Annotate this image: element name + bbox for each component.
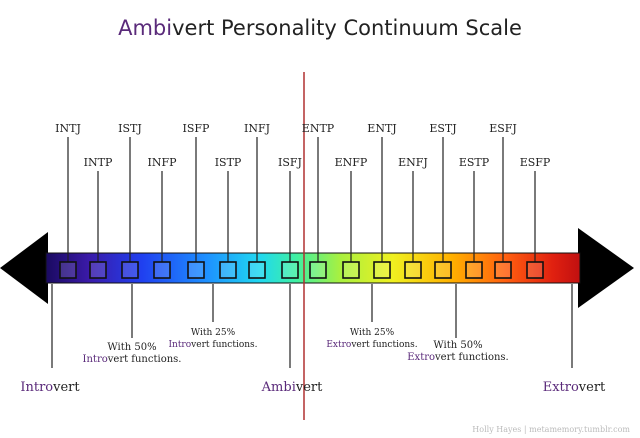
right-arrowhead: [578, 228, 634, 308]
type-isfj: ISFJ: [278, 156, 302, 279]
spectrum-bar-shade: [45, 252, 581, 284]
endpoint-ambivert-rest: vert: [295, 380, 323, 395]
type-label-isfp: ISFP: [183, 122, 211, 135]
type-box-istp: [219, 261, 237, 279]
type-label-esfj: ESFJ: [489, 122, 517, 135]
type-label-entj: ENTJ: [367, 122, 396, 135]
endpoint-ambivert-hl: Ambi: [261, 380, 296, 395]
type-esfj: ESFJ: [489, 122, 517, 279]
type-istp: ISTP: [215, 156, 242, 279]
type-box-isfj: [281, 261, 299, 279]
type-label-enfj: ENFJ: [398, 156, 428, 169]
left-arrowhead: [0, 232, 48, 304]
annotation-intro25-line1: With 25%: [191, 328, 236, 338]
type-label-enfp: ENFP: [335, 156, 368, 169]
type-label-isfj: ISFJ: [278, 156, 302, 169]
endpoint-ambivert: Ambivert: [261, 380, 323, 395]
type-istj: ISTJ: [118, 122, 142, 279]
annotation-extro50-hl: Extro: [407, 352, 435, 363]
type-esfp: ESFP: [520, 156, 551, 279]
title-rest: vert Personality Continuum Scale: [172, 16, 522, 40]
type-label-estp: ESTP: [459, 156, 490, 169]
type-label-estj: ESTJ: [429, 122, 456, 135]
annotation-extro50-rest: vert functions.: [434, 352, 509, 363]
annotation-extro25-line1: With 25%: [350, 328, 395, 338]
title-accent: Ambi: [118, 16, 173, 40]
type-box-infp: [153, 261, 171, 279]
type-label-entp: ENTP: [302, 122, 335, 135]
endpoint-introvert-hl: Intro: [20, 380, 53, 395]
annotation-extro50-line2: Extrovert functions.: [407, 352, 508, 363]
type-estj: ESTJ: [429, 122, 457, 279]
type-box-entj: [373, 261, 391, 279]
type-entp: ENTP: [302, 122, 335, 279]
type-infj: INFJ: [244, 122, 270, 279]
type-box-isfp: [187, 261, 205, 279]
annotation-extro25-hl: Extro: [326, 340, 351, 350]
type-label-istj: ISTJ: [118, 122, 142, 135]
endpoint-extrovert-hl: Extro: [543, 380, 579, 395]
type-intj: INTJ: [55, 122, 81, 279]
annotation-intro50-line1: With 50%: [107, 342, 156, 353]
type-box-estp: [465, 261, 483, 279]
type-box-entp: [309, 261, 327, 279]
endpoint-extrovert: Extrovert: [543, 380, 606, 395]
type-box-esfj: [494, 261, 512, 279]
type-label-istp: ISTP: [215, 156, 242, 169]
type-infp: INFP: [147, 156, 177, 279]
annotation-intro25-hl: Intro: [168, 340, 191, 350]
type-estp: ESTP: [459, 156, 490, 279]
type-label-infj: INFJ: [244, 122, 270, 135]
annotation-intro25-rest: vert functions.: [190, 340, 257, 350]
type-box-estj: [434, 261, 452, 279]
annotation-extro25-rest: vert functions.: [350, 340, 417, 350]
type-enfp: ENFP: [335, 156, 368, 279]
type-label-intj: INTJ: [55, 122, 81, 135]
type-box-istj: [121, 261, 139, 279]
endpoint-extrovert-rest: vert: [578, 380, 606, 395]
endpoint-introvert-rest: vert: [52, 380, 80, 395]
type-label-esfp: ESFP: [520, 156, 551, 169]
type-box-intp: [89, 261, 107, 279]
annotation-extro50: With 50% Extrovert functions.: [407, 340, 508, 363]
type-intp: INTP: [84, 156, 113, 279]
type-isfp: ISFP: [183, 122, 211, 279]
type-box-intj: [59, 261, 77, 279]
annotation-intro50-rest: vert functions.: [107, 354, 182, 365]
watermark: Holly Hayes | metamemory.tumblr.com: [472, 425, 630, 434]
annotation-extro25-line2: Extrovert functions.: [326, 340, 417, 350]
annotation-intro25-line2: Introvert functions.: [168, 340, 257, 350]
type-label-infp: INFP: [147, 156, 177, 169]
type-box-enfp: [342, 261, 360, 279]
page-title: Ambivert Personality Continuum Scale: [0, 16, 640, 40]
annotation-intro25: With 25% Introvert functions.: [168, 328, 257, 350]
annotation-extro25: With 25% Extrovert functions.: [326, 328, 417, 350]
endpoint-introvert: Introvert: [20, 380, 80, 395]
annotation-intro50-line2: Introvert functions.: [83, 354, 182, 365]
type-label-intp: INTP: [84, 156, 113, 169]
type-box-esfp: [526, 261, 544, 279]
type-entj: ENTJ: [367, 122, 397, 279]
annotation-intro50: With 50% Introvert functions.: [83, 342, 182, 365]
annotation-intro50-hl: Intro: [83, 354, 108, 365]
type-box-enfj: [404, 261, 422, 279]
type-enfj: ENFJ: [398, 156, 428, 279]
annotation-extro50-line1: With 50%: [433, 340, 482, 351]
type-box-infj: [248, 261, 266, 279]
